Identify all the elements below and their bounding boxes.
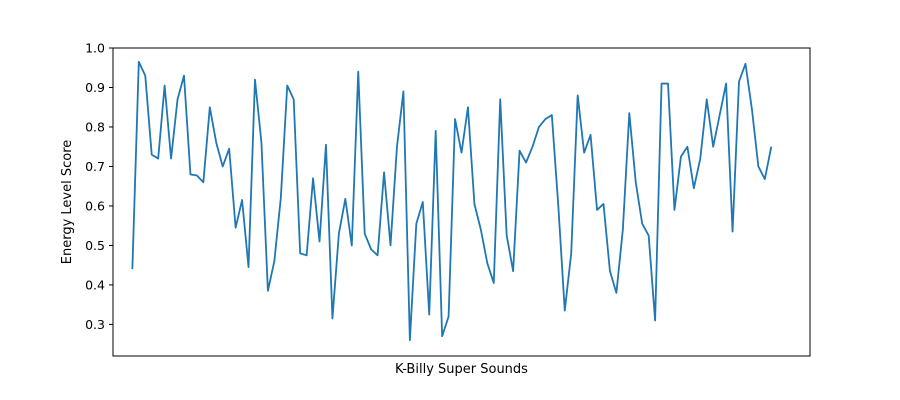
y-tick-label: 0.6 bbox=[85, 198, 105, 213]
y-tick-label: 0.3 bbox=[85, 317, 105, 332]
axes-frame bbox=[112, 47, 811, 357]
y-tick-label: 1.0 bbox=[85, 41, 105, 56]
y-axis-label: Energy Level Score bbox=[60, 140, 75, 265]
series-line bbox=[131, 60, 773, 342]
y-tick-label: 0.5 bbox=[85, 238, 105, 253]
y-axis: 0.3 0.4 0.5 0.6 0.7 0.8 0.9 1.0 bbox=[85, 41, 113, 332]
plot-area bbox=[131, 60, 773, 342]
y-tick-label: 0.4 bbox=[85, 277, 105, 292]
x-axis-label: K-Billy Super Sounds bbox=[395, 362, 528, 377]
y-tick-label: 0.9 bbox=[85, 80, 105, 95]
y-tick-label: 0.8 bbox=[85, 119, 105, 134]
y-tick-label: 0.7 bbox=[85, 159, 105, 174]
